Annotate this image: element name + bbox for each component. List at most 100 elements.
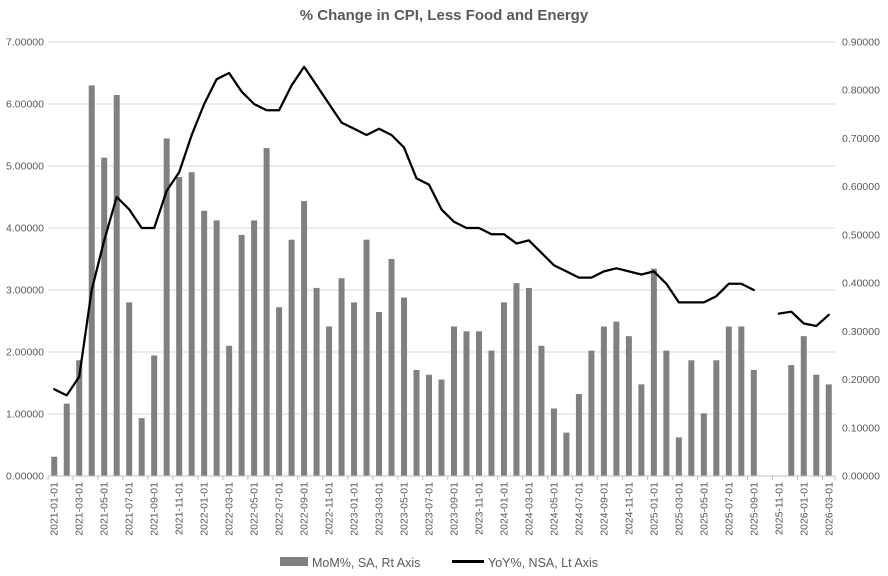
bar [450, 326, 457, 476]
x-axis-label: 2022-03-01 [224, 482, 236, 536]
bar [51, 456, 58, 476]
bar [138, 418, 145, 476]
x-axis-label: 2022-05-01 [249, 482, 261, 536]
right-axis-tick-label: 0.30000 [842, 326, 880, 338]
right-axis-tick-label: 0.90000 [842, 37, 880, 49]
bar [625, 336, 632, 476]
bar [700, 413, 707, 476]
left-axis-tick-label: 0.00000 [6, 471, 44, 483]
legend-bar-label: MoM%, SA, Rt Axis [312, 556, 420, 570]
bar [638, 384, 645, 476]
bar [113, 95, 120, 477]
legend-bar-swatch [280, 557, 308, 566]
bar [825, 384, 832, 476]
bar [338, 278, 345, 476]
x-axis-label: 2023-11-01 [473, 482, 485, 535]
bar [588, 350, 595, 476]
bar [475, 331, 482, 476]
bar [550, 408, 557, 476]
bar [538, 345, 545, 476]
x-axis-label: 2025-11-01 [773, 482, 785, 535]
right-axis-tick-label: 0.60000 [842, 181, 880, 193]
bar [500, 302, 507, 476]
yoy-line-segment [53, 65, 755, 397]
legend-line-label: YoY%, NSA, Lt Axis [488, 556, 598, 570]
x-axis-label: 2021-01-01 [49, 482, 61, 536]
bar [675, 437, 682, 476]
left-axis-tick-label: 4.00000 [6, 223, 44, 235]
x-axis-label: 2024-05-01 [548, 482, 560, 536]
bar [488, 350, 495, 476]
bar [126, 302, 133, 476]
right-axis-tick-label: 0.50000 [842, 229, 880, 241]
x-axis-label: 2021-11-01 [174, 482, 186, 535]
x-axis-label: 2022-09-01 [299, 482, 311, 536]
bar [563, 432, 570, 476]
bar [251, 220, 258, 476]
bar [438, 379, 445, 476]
bar [575, 394, 582, 476]
x-axis-label: 2023-07-01 [424, 482, 436, 536]
x-axis-label: 2025-05-01 [698, 482, 710, 536]
bar [813, 374, 820, 476]
right-axis-tick-label: 0.80000 [842, 85, 880, 97]
bar [313, 287, 320, 476]
x-axis-label: 2026-03-01 [823, 482, 835, 536]
x-axis-label: 2021-03-01 [74, 482, 86, 536]
bar [101, 157, 108, 476]
bar [351, 302, 358, 476]
bar [188, 172, 195, 476]
right-axis-tick-label: 0.00000 [842, 471, 880, 483]
bar [226, 345, 233, 476]
legend: MoM%, SA, Rt Axis YoY%, NSA, Lt Axis [280, 556, 598, 570]
bar [613, 321, 620, 476]
x-axis-label: 2023-01-01 [349, 482, 361, 536]
left-axis-tick-label: 6.00000 [6, 99, 44, 111]
x-axis-label: 2024-09-01 [598, 482, 610, 536]
left-axis-tick-label: 7.00000 [6, 37, 44, 49]
x-axis-label: 2022-01-01 [199, 482, 211, 536]
bar [788, 365, 795, 476]
bar [151, 355, 158, 476]
bar [76, 360, 83, 476]
bar [688, 360, 695, 476]
bar [413, 369, 420, 476]
bar [213, 220, 220, 476]
bar [288, 239, 295, 476]
bar [513, 283, 520, 476]
right-axis-tick-label: 0.10000 [842, 422, 880, 434]
x-axis-label: 2026-01-01 [798, 482, 810, 536]
x-axis-label: 2025-01-01 [648, 482, 660, 536]
x-axis-label: 2024-07-01 [573, 482, 585, 536]
left-axis-tick-label: 3.00000 [6, 285, 44, 297]
bar [201, 210, 208, 476]
bar [176, 177, 183, 476]
mom-bar-series [51, 85, 832, 477]
left-axis-tick-labels: 0.00000 1.00000 2.00000 3.00000 4.00000 5.000… [6, 37, 44, 483]
x-axis-label: 2023-05-01 [399, 482, 411, 536]
x-axis-label: 2021-07-01 [124, 482, 136, 536]
bar [650, 268, 657, 476]
bar [725, 326, 732, 476]
right-axis-tick-label: 0.40000 [842, 278, 880, 290]
bar [426, 374, 433, 476]
bar [88, 85, 95, 477]
bar [525, 287, 532, 476]
x-axis-label: 2024-11-01 [623, 482, 635, 535]
bar [238, 234, 245, 476]
bar [738, 326, 745, 476]
bar [363, 239, 370, 476]
bar [600, 326, 607, 476]
x-axis-label: 2021-09-01 [149, 482, 161, 536]
yoy-line-series [53, 65, 830, 397]
right-axis-tick-labels: 0.00000 0.10000 0.20000 0.30000 0.40000 0.500… [842, 37, 880, 483]
bar [326, 326, 333, 476]
bar [401, 297, 408, 476]
x-axis-label: 2022-11-01 [324, 482, 336, 535]
left-axis-tick-label: 1.00000 [6, 409, 44, 421]
bar [750, 369, 757, 476]
bar [376, 312, 383, 476]
left-axis-tick-label: 5.00000 [6, 161, 44, 173]
